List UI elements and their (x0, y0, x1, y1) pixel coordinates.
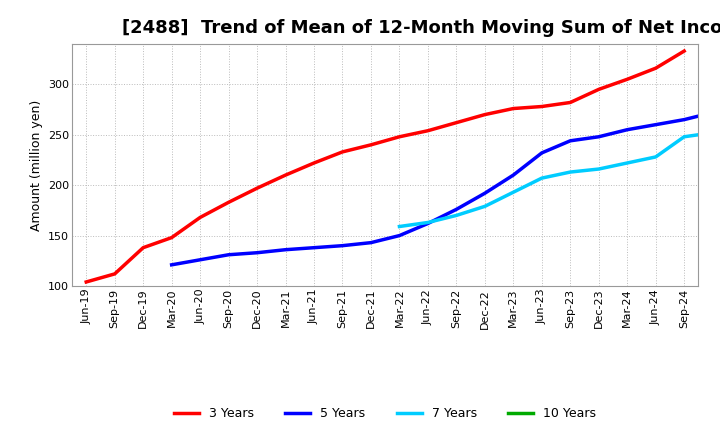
Text: [2488]  Trend of Mean of 12-Month Moving Sum of Net Incomes: [2488] Trend of Mean of 12-Month Moving … (122, 19, 720, 37)
Y-axis label: Amount (million yen): Amount (million yen) (30, 99, 42, 231)
Legend: 3 Years, 5 Years, 7 Years, 10 Years: 3 Years, 5 Years, 7 Years, 10 Years (169, 402, 601, 425)
